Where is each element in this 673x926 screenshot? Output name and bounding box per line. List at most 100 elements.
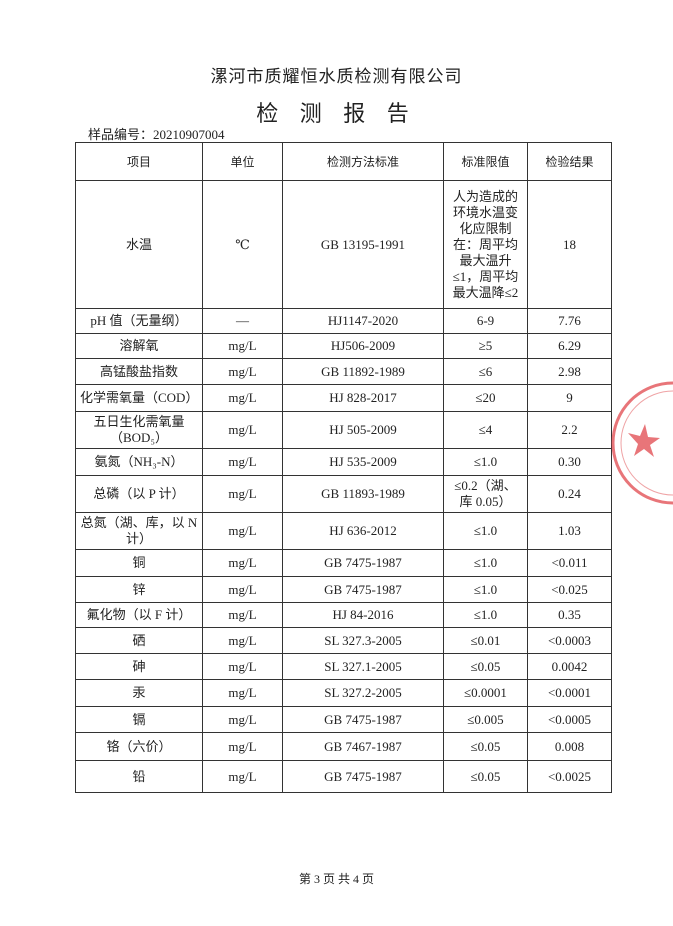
method-cell: SL 327.1-2005 <box>282 653 444 680</box>
table-row: 汞 mg/L SL 327.2-2005 ≤0.0001 <0.0001 <box>75 679 612 707</box>
method-cell: HJ 84-2016 <box>282 602 444 628</box>
item-cell: 锌 <box>75 576 203 603</box>
unit-cell: mg/L <box>202 475 283 513</box>
method-cell: SL 327.2-2005 <box>282 679 444 707</box>
unit-cell: mg/L <box>202 576 283 603</box>
column-header: 单位 <box>202 142 283 181</box>
result-cell: 0.24 <box>527 475 612 513</box>
limit-cell: 6-9 <box>443 308 528 334</box>
column-header: 项目 <box>75 142 203 181</box>
item-cell: 高锰酸盐指数 <box>75 358 203 385</box>
item-cell: 硒 <box>75 627 203 654</box>
method-cell: HJ 636-2012 <box>282 512 444 550</box>
table-row: 砷 mg/L SL 327.1-2005 ≤0.05 0.0042 <box>75 653 612 680</box>
unit-cell: mg/L <box>202 653 283 680</box>
limit-cell: ≤0.01 <box>443 627 528 654</box>
table-row: 氨氮（NH₃-N） mg/L HJ 535-2009 ≤1.0 0.30 <box>75 448 612 476</box>
result-cell: 2.2 <box>527 411 612 449</box>
seal <box>611 381 673 505</box>
table-row: 镉 mg/L GB 7475-1987 ≤0.005 <0.0005 <box>75 706 612 733</box>
limit-cell: ≤0.005 <box>443 706 528 733</box>
report-title: 检 测 报 告 <box>256 101 417 126</box>
column-header: 标准限值 <box>443 142 528 181</box>
table-row: 硒 mg/L SL 327.3-2005 ≤0.01 <0.0003 <box>75 627 612 654</box>
result-cell: 0.30 <box>527 448 612 476</box>
unit-cell: mg/L <box>202 448 283 476</box>
method-cell: GB 7475-1987 <box>282 706 444 733</box>
sample-number: 样品编号：20210907004 <box>88 127 225 142</box>
result-cell: 6.29 <box>527 333 612 359</box>
limit-cell: ≤0.05 <box>443 760 528 793</box>
result-cell: 7.76 <box>527 308 612 334</box>
table-row: pH 值（无量纲） — HJ1147-2020 6-9 7.76 <box>75 308 612 334</box>
limit-cell: ≤1.0 <box>443 602 528 628</box>
column-header: 检验结果 <box>527 142 612 181</box>
unit-cell: mg/L <box>202 512 283 550</box>
table-row: 总氮（湖、库，以 N 计） mg/L HJ 636-2012 ≤1.0 1.03 <box>75 512 612 550</box>
column-header: 检测方法标准 <box>282 142 444 181</box>
item-cell: 氟化物（以 F 计） <box>75 602 203 628</box>
unit-cell: mg/L <box>202 706 283 733</box>
result-table: 项目 单位 检测方法标准 标准限值 检验结果 水温 ℃ GB 13195-1991 人为造成的环… <box>75 142 612 793</box>
unit-cell: mg/L <box>202 411 283 449</box>
result-cell: <0.011 <box>527 549 612 577</box>
limit-cell: ≤0.0001 <box>443 679 528 707</box>
method-cell: GB 13195-1991 <box>282 180 444 309</box>
table-row: 锌 mg/L GB 7475-1987 ≤1.0 <0.025 <box>75 576 612 603</box>
limit-cell: ≥5 <box>443 333 528 359</box>
item-cell: 铜 <box>75 549 203 577</box>
method-cell: GB 7475-1987 <box>282 760 444 793</box>
item-cell: 铬（六价） <box>75 732 203 761</box>
method-cell: SL 327.3-2005 <box>282 627 444 654</box>
item-cell: 总磷（以 P 计） <box>75 475 203 513</box>
result-cell: <0.0025 <box>527 760 612 793</box>
limit-cell: ≤0.2（湖、库 0.05） <box>443 475 528 513</box>
unit-cell: mg/L <box>202 732 283 761</box>
result-cell: <0.0001 <box>527 679 612 707</box>
method-cell: HJ 535-2009 <box>282 448 444 476</box>
result-cell: <0.025 <box>527 576 612 603</box>
limit-cell: ≤1.0 <box>443 512 528 550</box>
company-name: 漯河市质耀恒水质检测有限公司 <box>210 67 463 86</box>
result-cell: <0.0003 <box>527 627 612 654</box>
result-cell: 0.008 <box>527 732 612 761</box>
item-cell: pH 值（无量纲） <box>75 308 203 334</box>
unit-cell: mg/L <box>202 679 283 707</box>
unit-cell: mg/L <box>202 602 283 628</box>
limit-cell: ≤4 <box>443 411 528 449</box>
table-row: 总磷（以 P 计） mg/L GB 11893-1989 ≤0.2（湖、库 0.05）… <box>75 475 612 513</box>
unit-cell: mg/L <box>202 384 283 412</box>
result-cell: 18 <box>527 180 612 309</box>
unit-cell: mg/L <box>202 333 283 359</box>
limit-cell: ≤1.0 <box>443 549 528 577</box>
table-row: 高锰酸盐指数 mg/L GB 11892-1989 ≤6 2.98 <box>75 358 612 385</box>
table-row: 铜 mg/L GB 7475-1987 ≤1.0 <0.011 <box>75 549 612 577</box>
item-cell: 铅 <box>75 760 203 793</box>
item-cell: 氨氮（NH₃-N） <box>75 448 203 476</box>
limit-cell: ≤0.05 <box>443 653 528 680</box>
item-cell: 水温 <box>75 180 203 309</box>
table-row: 五日生化需氧量（BOD₅） mg/L HJ 505-2009 ≤4 2.2 <box>75 411 612 449</box>
unit-cell: — <box>202 308 283 334</box>
result-cell: 2.98 <box>527 358 612 385</box>
result-cell: 0.35 <box>527 602 612 628</box>
item-cell: 溶解氧 <box>75 333 203 359</box>
limit-cell: ≤20 <box>443 384 528 412</box>
limit-cell: ≤1.0 <box>443 576 528 603</box>
table-row: 铅 mg/L GB 7475-1987 ≤0.05 <0.0025 <box>75 760 612 793</box>
table-row: 项目 单位 检测方法标准 标准限值 检验结果 <box>75 142 612 181</box>
result-cell: 1.03 <box>527 512 612 550</box>
unit-cell: mg/L <box>202 358 283 385</box>
limit-cell: ≤1.0 <box>443 448 528 476</box>
limit-cell: ≤0.05 <box>443 732 528 761</box>
limit-cell: 人为造成的环境水温变化应限制在：周平均最大温升≤1，周平均最大温降≤2 <box>443 180 528 309</box>
method-cell: GB 7467-1987 <box>282 732 444 761</box>
item-cell: 五日生化需氧量（BOD₅） <box>75 411 203 449</box>
result-cell: <0.0005 <box>527 706 612 733</box>
item-cell: 砷 <box>75 653 203 680</box>
table-row: 化学需氧量（COD） mg/L HJ 828-2017 ≤20 9 <box>75 384 612 412</box>
page-number: 第 3 页 共 4 页 <box>298 872 374 886</box>
table-row: 溶解氧 mg/L HJ506-2009 ≥5 6.29 <box>75 333 612 359</box>
table-row: 氟化物（以 F 计） mg/L HJ 84-2016 ≤1.0 0.35 <box>75 602 612 628</box>
